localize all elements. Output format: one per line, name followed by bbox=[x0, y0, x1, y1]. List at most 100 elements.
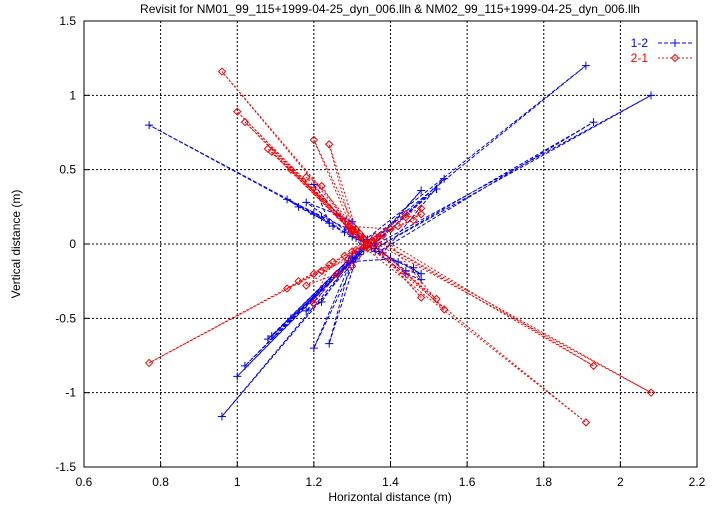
legend: 1-22-1 bbox=[631, 36, 693, 65]
diamond-marker bbox=[267, 147, 276, 157]
x-tick-label: 1.2 bbox=[306, 475, 323, 489]
y-tick-label: -0.5 bbox=[55, 311, 76, 325]
diamond-marker bbox=[347, 262, 357, 271]
diamond-marker bbox=[309, 135, 319, 145]
plus-marker bbox=[440, 174, 449, 183]
y-tick-label: 0.5 bbox=[59, 163, 76, 177]
diamond-marker bbox=[439, 305, 449, 314]
diamond-marker bbox=[309, 269, 319, 278]
series-layer bbox=[144, 61, 656, 427]
plus-marker bbox=[286, 314, 295, 323]
plus-marker bbox=[302, 306, 311, 315]
x-tick-label: 1.4 bbox=[382, 475, 399, 489]
diamond-marker bbox=[386, 224, 395, 234]
y-tick-label: 1 bbox=[69, 88, 76, 102]
plus-marker bbox=[325, 219, 334, 228]
diamond-marker bbox=[581, 418, 591, 427]
series-line bbox=[148, 65, 652, 417]
diamond-marker bbox=[324, 140, 334, 149]
x-tick-label: 2 bbox=[617, 475, 624, 489]
diamond-marker bbox=[367, 236, 376, 246]
ticks: 0.6 0.8 1 1.2 1.4 1.6 1.8 2 2.2 -1.5 -1 -0.5 0 0.5 1 1.… bbox=[55, 14, 705, 489]
diamond-marker bbox=[344, 254, 353, 264]
x-tick-label: 0.8 bbox=[152, 475, 169, 489]
plus-marker bbox=[417, 275, 426, 284]
diamond-marker bbox=[401, 210, 411, 219]
plus-marker bbox=[240, 361, 249, 370]
diamond-marker bbox=[347, 226, 357, 235]
plus-marker bbox=[432, 184, 441, 193]
diamond-marker bbox=[670, 53, 680, 63]
plus-marker bbox=[394, 257, 403, 266]
diamond-marker bbox=[409, 216, 418, 225]
plus-marker bbox=[145, 121, 154, 130]
x-tick-label: 0.6 bbox=[76, 475, 93, 489]
diamond-marker bbox=[370, 232, 380, 241]
series-2-1 bbox=[144, 67, 656, 427]
diamond-marker bbox=[217, 67, 227, 76]
diamond-marker bbox=[374, 232, 384, 241]
diamond-marker bbox=[302, 281, 311, 290]
diamond-marker bbox=[432, 294, 441, 304]
x-tick-label: 2.2 bbox=[689, 475, 706, 489]
x-tick-label: 1.6 bbox=[459, 475, 476, 489]
diamond-marker bbox=[370, 239, 380, 249]
plus-marker bbox=[309, 344, 318, 353]
plus-marker bbox=[417, 186, 426, 195]
plus-marker bbox=[401, 269, 410, 278]
diamond-marker bbox=[416, 210, 426, 219]
diamond-marker bbox=[240, 117, 250, 127]
diamond-marker bbox=[286, 165, 296, 174]
x-axis-label: Horizontal distance (m) bbox=[328, 490, 451, 504]
plus-marker bbox=[309, 210, 318, 219]
diamond-marker bbox=[416, 204, 426, 213]
y-tick-label: 0 bbox=[69, 237, 76, 251]
diamond-marker bbox=[233, 107, 242, 116]
plus-marker bbox=[409, 263, 418, 272]
plus-marker bbox=[581, 61, 590, 70]
plus-marker bbox=[671, 39, 679, 47]
diamond-marker bbox=[363, 239, 372, 249]
diamond-marker bbox=[363, 244, 372, 253]
diamond-marker bbox=[340, 251, 349, 261]
plus-marker bbox=[302, 198, 311, 207]
plus-marker bbox=[217, 412, 226, 421]
x-tick-label: 1.8 bbox=[535, 475, 552, 489]
diamond-marker bbox=[393, 221, 403, 231]
legend-label: 1-2 bbox=[631, 36, 649, 50]
chart-title: Revisit for NM01_99_115+1999-04-25_dyn_0… bbox=[140, 2, 640, 16]
plus-marker bbox=[233, 372, 242, 381]
plus-marker bbox=[348, 217, 357, 226]
plus-marker bbox=[371, 247, 380, 256]
diamond-marker bbox=[359, 233, 368, 243]
plus-marker bbox=[355, 250, 364, 259]
y-tick-label: -1.5 bbox=[55, 460, 76, 474]
plus-marker bbox=[267, 332, 276, 341]
diamond-marker bbox=[359, 235, 368, 244]
plus-marker bbox=[589, 118, 598, 127]
diamond-marker bbox=[328, 257, 338, 267]
plot-frame bbox=[83, 20, 698, 468]
diamond-marker bbox=[282, 284, 292, 293]
series-line bbox=[148, 71, 652, 423]
diamond-marker bbox=[317, 266, 326, 275]
diamond-marker bbox=[324, 260, 334, 270]
x-tick-label: 1 bbox=[234, 475, 241, 489]
diamond-marker bbox=[347, 247, 357, 256]
diamond-marker bbox=[378, 230, 388, 240]
plus-marker bbox=[317, 297, 326, 306]
diamond-marker bbox=[344, 221, 353, 231]
diamond-marker bbox=[317, 181, 326, 191]
plus-marker bbox=[325, 339, 334, 348]
diamond-marker bbox=[646, 388, 656, 397]
plus-marker bbox=[294, 202, 303, 211]
diamond-marker bbox=[309, 299, 319, 308]
diamond-marker bbox=[416, 293, 426, 302]
diamond-marker bbox=[302, 172, 311, 182]
y-axis-label: Vertical distance (m) bbox=[9, 190, 23, 299]
y-tick-label: 1.5 bbox=[59, 14, 76, 28]
diamond-marker bbox=[263, 144, 273, 154]
series-1-2 bbox=[145, 61, 656, 421]
diamond-marker bbox=[351, 245, 361, 255]
